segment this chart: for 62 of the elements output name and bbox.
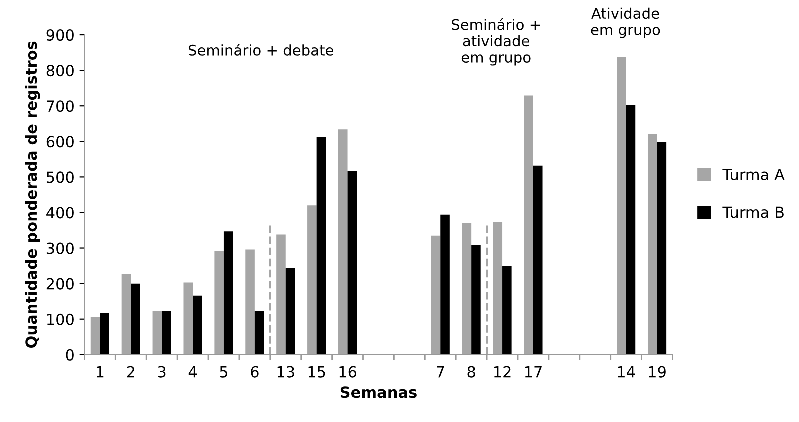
x-tick-label: 3 bbox=[158, 366, 166, 378]
annotation: Seminário + atividade em grupo bbox=[452, 18, 540, 66]
bar bbox=[152, 312, 162, 355]
bar bbox=[440, 214, 450, 355]
legend-label: Turma A bbox=[722, 169, 785, 181]
x-tick-label: 14 bbox=[618, 366, 636, 378]
bar bbox=[648, 134, 658, 355]
bar bbox=[122, 274, 132, 355]
bar bbox=[493, 222, 503, 355]
bar bbox=[162, 312, 172, 355]
legend-label: Turma B bbox=[722, 206, 784, 218]
x-axis-title: Semanas bbox=[340, 386, 417, 398]
bar bbox=[308, 206, 317, 355]
x-tick-label: 2 bbox=[127, 366, 134, 378]
y-tick-label: 200 bbox=[46, 278, 74, 290]
bar bbox=[462, 223, 472, 355]
bar bbox=[224, 232, 234, 355]
y-tick-label: 800 bbox=[46, 65, 74, 77]
bar bbox=[472, 245, 481, 355]
x-tick-label: 6 bbox=[251, 366, 259, 378]
bar bbox=[246, 250, 255, 355]
y-tick-label: 300 bbox=[46, 242, 74, 254]
annotation: Atividade em grupo bbox=[591, 8, 660, 38]
bar bbox=[90, 317, 100, 355]
x-tick-label: 13 bbox=[278, 366, 294, 378]
y-tick-label: 600 bbox=[46, 136, 74, 148]
bar bbox=[276, 234, 286, 355]
bar bbox=[131, 284, 140, 355]
x-tick-label: 15 bbox=[308, 366, 326, 378]
y-tick-label: 400 bbox=[46, 207, 74, 219]
bar bbox=[316, 137, 326, 355]
bar bbox=[431, 236, 441, 355]
y-axis-title: Quantidade ponderada de registros bbox=[25, 42, 40, 348]
bar bbox=[184, 282, 194, 355]
y-tick-label: 500 bbox=[46, 172, 74, 184]
bar bbox=[657, 142, 667, 355]
x-tick-label: 16 bbox=[340, 366, 357, 378]
x-tick-label: 17 bbox=[525, 366, 542, 378]
y-tick-label: 900 bbox=[46, 29, 74, 42]
bar bbox=[193, 296, 202, 355]
bar bbox=[286, 268, 296, 355]
x-tick-label: 7 bbox=[437, 366, 444, 378]
bar bbox=[254, 312, 264, 355]
bar bbox=[524, 96, 534, 355]
y-tick-label: 700 bbox=[47, 100, 74, 112]
bar bbox=[348, 171, 358, 355]
bar bbox=[338, 130, 348, 355]
x-tick-label: 8 bbox=[468, 366, 476, 378]
x-tick-label: 5 bbox=[220, 366, 228, 378]
bar bbox=[502, 266, 512, 355]
bar bbox=[100, 312, 110, 355]
bar bbox=[533, 166, 543, 355]
bar bbox=[617, 57, 626, 355]
x-tick-label: 12 bbox=[494, 366, 511, 378]
y-tick-label: 0 bbox=[66, 349, 74, 361]
bar bbox=[626, 105, 636, 355]
x-tick-label: 4 bbox=[188, 366, 198, 378]
x-tick-label: 1 bbox=[96, 366, 104, 378]
x-tick-label: 19 bbox=[649, 366, 666, 378]
bar bbox=[214, 251, 224, 355]
annotation: Seminário + debate bbox=[188, 44, 334, 56]
y-tick-label: 100 bbox=[47, 314, 74, 326]
